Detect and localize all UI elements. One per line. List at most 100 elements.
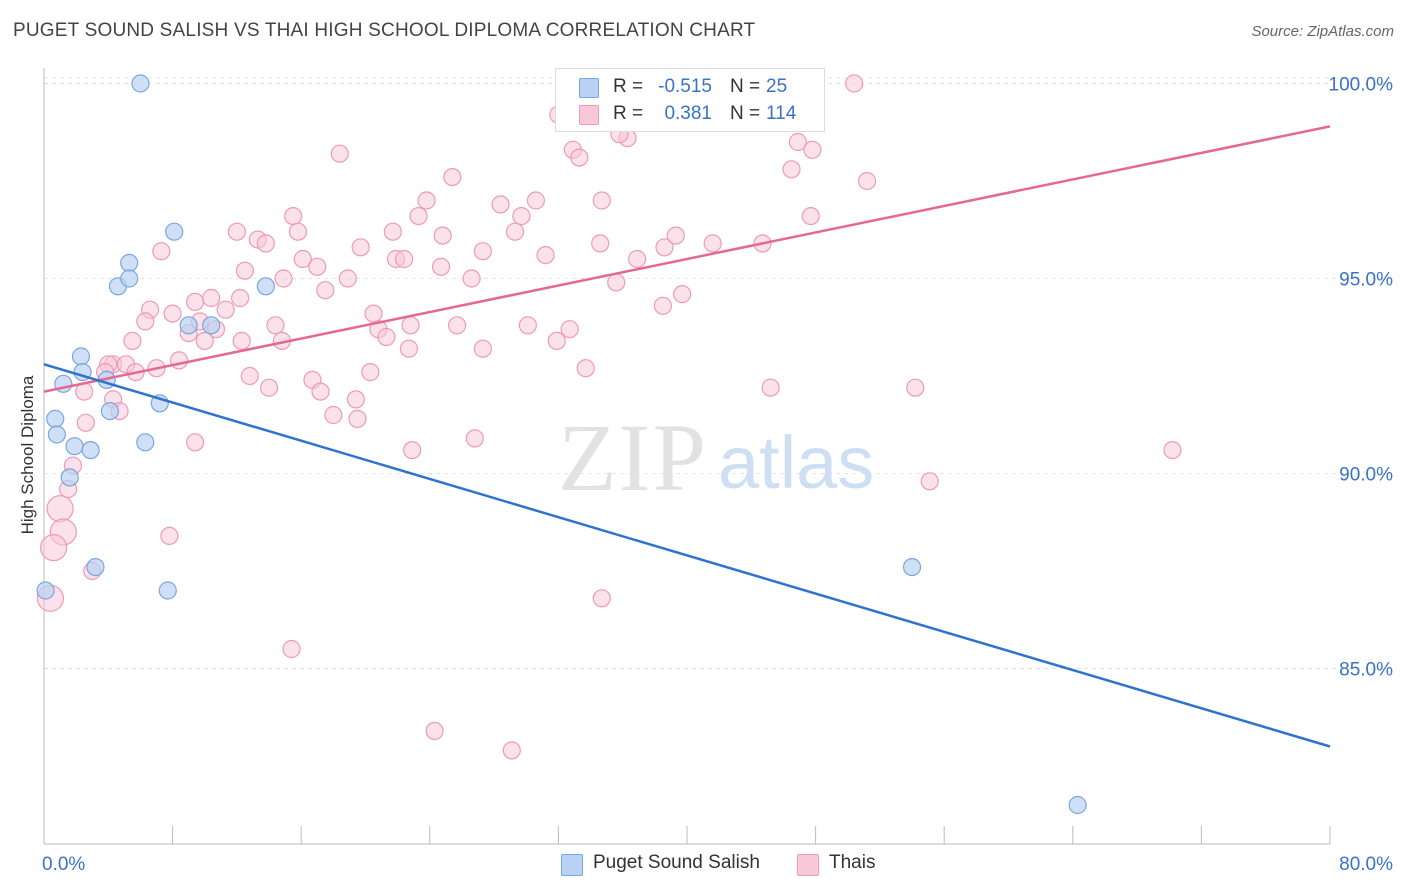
thais-point <box>40 533 68 562</box>
thais-point <box>259 378 279 397</box>
thais-point <box>152 242 171 261</box>
thais-point <box>186 433 205 452</box>
thais-point <box>448 316 467 335</box>
thais-point <box>346 390 365 409</box>
thais-point <box>216 300 235 319</box>
thais-point <box>473 242 492 261</box>
puget-sound-salish-point <box>179 316 198 335</box>
legend-r-value: 0.381 <box>664 103 712 124</box>
thais-point <box>570 148 589 167</box>
puget-sound-salish-point <box>1068 795 1087 815</box>
legend-row-puget-sound-salish: R = -0.515 N = 25 <box>556 73 824 101</box>
thais-point <box>202 288 221 308</box>
puget-sound-salish-point <box>71 347 91 366</box>
thais-point <box>592 191 611 210</box>
thais-point <box>282 639 301 659</box>
thais-point <box>655 238 674 257</box>
thais-point <box>160 526 179 546</box>
thais-point <box>136 312 155 331</box>
thais-point <box>46 495 74 523</box>
legend-r-value: -0.515 <box>658 76 712 97</box>
puget-sound-salish-point <box>86 557 105 577</box>
thais-point <box>512 207 531 226</box>
thais-point <box>163 304 182 323</box>
thais-point <box>431 257 451 276</box>
thais-point <box>227 222 246 241</box>
chart-source: Source: ZipAtlas.com <box>1251 23 1394 40</box>
thais-point <box>330 144 349 163</box>
thais-point <box>383 222 402 241</box>
puget-sound-salish-point <box>36 581 55 600</box>
thais-points <box>36 74 1182 760</box>
thais-point <box>465 429 484 448</box>
puget-sound-salish-point <box>81 441 100 460</box>
puget-sound-salish-point <box>136 433 155 452</box>
thais-point <box>673 285 692 304</box>
thais-point <box>274 269 293 288</box>
legend-swatch-pink <box>579 105 599 125</box>
thais-point <box>232 331 251 350</box>
watermark: ZIP atlas <box>558 404 874 511</box>
puget-sound-salish-point <box>120 269 139 288</box>
thais-point <box>443 168 462 187</box>
legend-row-thais: R = 0.381 N = 114 <box>556 100 824 128</box>
puget-sound-salish-point <box>902 557 922 577</box>
thais-point <box>266 316 285 335</box>
thais-point <box>311 382 330 401</box>
x-tick-label-min: 0.0% <box>42 854 85 875</box>
y-tick-label: 85.0% <box>1339 660 1393 681</box>
thais-point <box>195 331 214 350</box>
thais-point <box>235 261 255 280</box>
thais-point <box>505 222 525 241</box>
thais-point <box>462 269 481 288</box>
thais-point <box>425 721 444 741</box>
thais-point <box>782 160 801 179</box>
legend-r-label: R = <box>613 103 644 124</box>
puget-sound-salish-point <box>100 402 120 421</box>
puget-sound-salish-point <box>120 253 139 272</box>
thais-point <box>169 351 189 370</box>
puget-sound-salish-point <box>65 437 84 456</box>
bottom-legend-label: Puget Sound Salish <box>593 852 760 873</box>
y-tick-label: 90.0% <box>1339 465 1393 486</box>
y-tick-label: 95.0% <box>1339 270 1393 291</box>
thais-point <box>526 191 545 210</box>
puget-sound-salish-point <box>131 74 150 93</box>
bottom-legend-label: Thais <box>829 852 876 873</box>
legend-n-value: 114 <box>766 103 797 124</box>
thais-point <box>231 288 250 308</box>
thais-point <box>845 74 864 93</box>
puget-sound-salish-point <box>60 468 79 487</box>
thais-point <box>906 378 925 397</box>
thais-point <box>788 132 808 152</box>
thais-point <box>399 339 419 358</box>
x-tick-label-max: 80.0% <box>1339 854 1393 875</box>
thais-point <box>351 238 370 257</box>
puget-sound-salish-points <box>36 74 1087 815</box>
thais-point <box>308 257 327 276</box>
y-tick-label: 100.0% <box>1329 75 1394 96</box>
thais-point <box>293 249 312 269</box>
legend-n-value: 25 <box>766 76 788 97</box>
thais-point <box>628 249 647 269</box>
thais-point <box>703 234 722 253</box>
thais-point <box>857 171 877 191</box>
puget-sound-salish-point <box>158 581 177 600</box>
thais-point <box>502 741 521 760</box>
legend-swatch-blue <box>579 78 599 98</box>
thais-point <box>409 207 428 226</box>
thais-point <box>240 366 259 386</box>
thais-point <box>394 249 414 269</box>
thais-point <box>417 191 436 210</box>
thais-point <box>666 226 685 245</box>
puget-sound-salish-point <box>202 316 221 335</box>
bottom-legend-swatch-pink <box>797 854 819 876</box>
x-tick-labels: 0.0% 80.0% <box>42 854 1393 875</box>
thais-point <box>803 140 822 159</box>
thais-point <box>186 292 205 311</box>
thais-point <box>801 207 820 226</box>
thais-point <box>518 316 537 335</box>
trend-lines <box>43 125 1331 748</box>
puget-sound-salish-point <box>165 222 184 241</box>
